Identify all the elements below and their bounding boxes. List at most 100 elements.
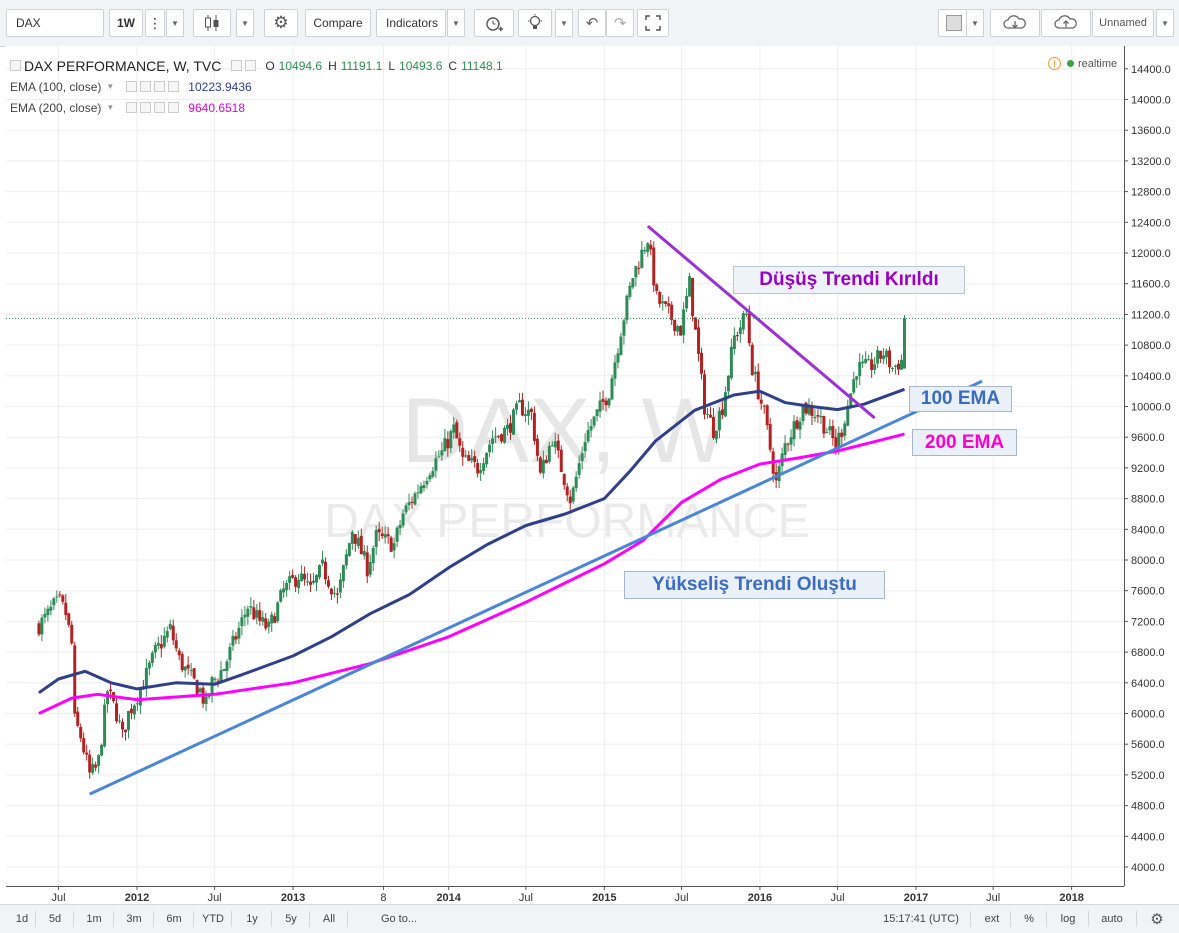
undo-icon[interactable]: ↶ xyxy=(578,9,606,37)
candle-body xyxy=(571,487,575,502)
candle-body xyxy=(183,666,187,671)
candle-body xyxy=(288,576,292,583)
ideas-lightbulb-icon[interactable] xyxy=(518,9,552,37)
candle-body xyxy=(750,344,754,376)
candle-body xyxy=(300,573,304,582)
chart-style-button[interactable] xyxy=(193,9,231,37)
alert-button[interactable] xyxy=(474,9,514,37)
candle-body xyxy=(404,505,408,513)
goto-button[interactable]: Go to... xyxy=(370,905,428,933)
interval-more-icon[interactable]: ⋮ xyxy=(145,9,165,37)
downtrend-line[interactable] xyxy=(646,224,876,420)
range-button-3m[interactable]: 3m xyxy=(126,913,142,925)
indicators-button[interactable]: Indicators xyxy=(376,9,446,37)
range-button-6m[interactable]: 6m xyxy=(166,913,182,925)
candle-body xyxy=(374,530,378,548)
candle-body xyxy=(622,320,626,336)
low-label: L xyxy=(388,58,396,73)
candle-body xyxy=(398,524,402,529)
collapse-icon[interactable] xyxy=(10,60,21,71)
candle-body xyxy=(562,473,566,486)
candle-body xyxy=(801,404,805,422)
ema200-label: EMA (200, close) xyxy=(10,100,102,115)
settings-gear-icon[interactable]: ⚙ xyxy=(264,9,298,37)
indicators-dropdown-icon[interactable]: ▼ xyxy=(447,9,465,37)
candle-body xyxy=(631,278,635,288)
ema100-settings-icon[interactable] xyxy=(140,81,152,92)
chart-properties-gear-icon[interactable]: ⚙ xyxy=(1150,911,1164,928)
downtrend-broken-label[interactable]: Düşüş Trendi Kırıldı xyxy=(733,266,965,294)
candle-body xyxy=(598,400,602,412)
redo-icon[interactable]: ↷ xyxy=(606,9,634,37)
ema200-settings-icon[interactable] xyxy=(140,102,152,113)
range-button-5d[interactable]: 5d xyxy=(48,913,62,925)
time-tick-label: 2017 xyxy=(904,892,928,904)
percent-scale-button[interactable]: % xyxy=(1016,905,1042,933)
candle-body xyxy=(464,455,468,457)
candle-body xyxy=(329,588,333,595)
range-button-1d[interactable]: 1d xyxy=(15,913,29,925)
candle-body xyxy=(144,668,148,688)
range-button-1y[interactable]: 1y xyxy=(246,913,258,925)
candle-body xyxy=(652,247,656,286)
interval-button[interactable]: 1W xyxy=(109,9,143,37)
ema200-eye-icon[interactable] xyxy=(126,102,138,113)
low-value: 10493.6 xyxy=(399,58,443,73)
range-button-all[interactable]: All xyxy=(322,913,336,925)
log-scale-button[interactable]: log xyxy=(1054,905,1082,933)
candle-body xyxy=(601,398,605,402)
ema200-remove-icon[interactable] xyxy=(168,102,180,113)
price-chart[interactable]: DAX, W DAX PERFORMANCE 11148.1 4000.0 440… xyxy=(0,46,1179,904)
price-axis[interactable]: 4000.0 4400.0 4800.0 5200.0 5600.0 6000.0 6400… xyxy=(1124,46,1179,886)
series-title: DAX PERFORMANCE, W, TVC xyxy=(24,57,222,74)
interval-dropdown-icon[interactable]: ▼ xyxy=(166,9,184,37)
auto-scale-button[interactable]: auto xyxy=(1096,905,1128,933)
color-theme-dropdown-icon[interactable]: ▼ xyxy=(966,9,984,37)
ideas-dropdown-icon[interactable]: ▼ xyxy=(555,9,573,37)
cloud-download-icon[interactable] xyxy=(990,9,1040,37)
ema100-label-box[interactable]: 100 EMA xyxy=(909,386,1012,412)
candle-body xyxy=(828,426,832,431)
uptrend-line[interactable] xyxy=(89,379,983,796)
candle-body xyxy=(762,405,766,407)
candle-body xyxy=(691,278,695,316)
chart-style-dropdown-icon[interactable]: ▼ xyxy=(236,9,254,37)
ema200-label-box[interactable]: 200 EMA xyxy=(912,429,1017,456)
candle-body xyxy=(813,416,817,419)
ema100-remove-icon[interactable] xyxy=(168,81,180,92)
layout-name-button[interactable]: Unnamed xyxy=(1092,9,1154,37)
ema100-dropdown-icon[interactable]: ▼ xyxy=(106,82,115,91)
range-button-5y[interactable]: 5y xyxy=(285,913,297,925)
ema100-add-icon[interactable] xyxy=(154,81,166,92)
candle-body xyxy=(431,471,435,477)
candle-body xyxy=(243,614,247,618)
trend-lines[interactable] xyxy=(89,224,983,796)
candle-body xyxy=(488,444,492,453)
compare-button[interactable]: Compare xyxy=(305,9,371,37)
ema200-add-icon[interactable] xyxy=(154,102,166,113)
layout-dropdown-icon[interactable]: ▼ xyxy=(1156,9,1174,37)
time-axis[interactable]: Jul 2012 Jul 2013 8 2014 Jul 2015 Jul 2016 Jul 2017… xyxy=(6,886,1124,904)
color-swatch-icon xyxy=(946,15,962,31)
fullscreen-icon[interactable] xyxy=(637,9,669,37)
open-value: 10494.6 xyxy=(278,58,323,73)
range-button-ytd[interactable]: YTD xyxy=(202,913,224,925)
candle-body xyxy=(291,575,295,578)
symbol-input[interactable]: DAX xyxy=(6,9,104,37)
cloud-upload-icon[interactable] xyxy=(1041,9,1091,37)
candle-body xyxy=(473,456,477,462)
ema100-eye-icon[interactable] xyxy=(126,81,138,92)
candle-body xyxy=(222,669,226,672)
warning-icon[interactable]: ! xyxy=(1048,57,1061,70)
visibility-eye-icon[interactable] xyxy=(231,60,243,71)
ema200-dropdown-icon[interactable]: ▼ xyxy=(106,103,115,112)
range-button-1m[interactable]: 1m xyxy=(86,913,102,925)
auto-label: auto xyxy=(1101,913,1123,925)
candle-body xyxy=(458,438,462,446)
extended-hours-button[interactable]: ext xyxy=(978,905,1006,933)
uptrend-formed-label[interactable]: Yükseliş Trendi Oluştu xyxy=(624,571,885,599)
time-tick-label: 2016 xyxy=(748,892,772,904)
settings-icon[interactable] xyxy=(245,60,257,71)
candle-body xyxy=(49,606,53,611)
candle-body xyxy=(219,670,223,682)
